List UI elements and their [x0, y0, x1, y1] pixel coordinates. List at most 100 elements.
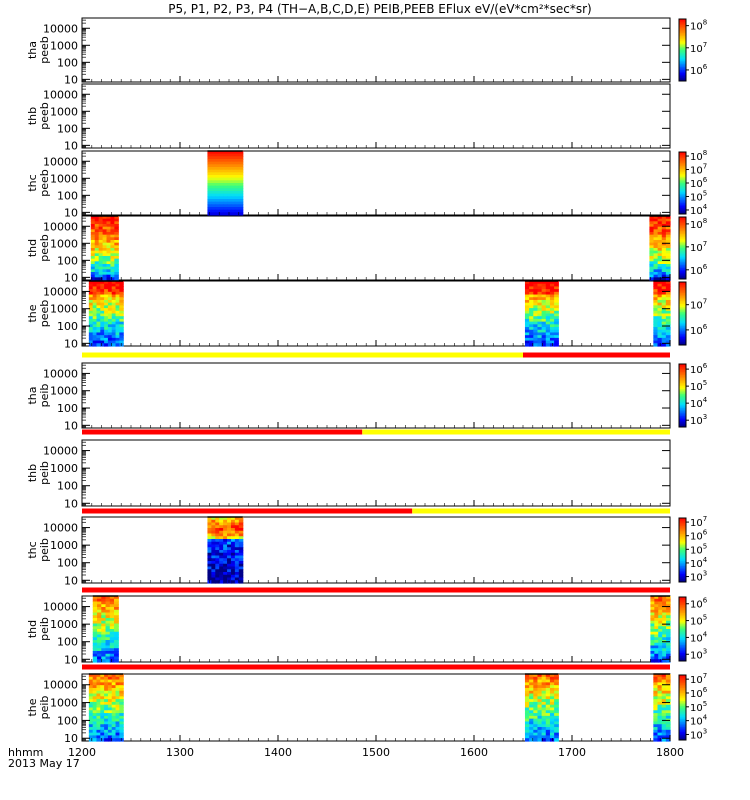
time-axis: hhmm 2013 May 17 1200 1300 1400 1500 1600 170… — [8, 746, 684, 770]
spectrogram-cell — [529, 332, 534, 336]
colorbar-swatch — [679, 272, 686, 275]
spectrogram-cell — [537, 332, 543, 336]
spectrogram-cell — [114, 648, 119, 652]
spectrogram-cell — [215, 209, 220, 213]
spectrogram-cell — [96, 327, 101, 331]
colorbar-swatch — [679, 701, 686, 704]
spectrogram-cell — [100, 687, 105, 692]
spectrogram-cell — [100, 321, 105, 325]
spectrogram-cell — [653, 337, 659, 342]
spectrogram-cell — [549, 329, 555, 334]
spectrogram-cell — [98, 224, 104, 228]
spectrogram-cell — [114, 250, 119, 254]
spectrogram-cell — [653, 335, 659, 339]
colorbar-swatch — [679, 300, 686, 303]
spectrogram-cell — [650, 637, 655, 641]
spectrogram-cell — [104, 707, 109, 711]
spectrogram-cell — [238, 544, 244, 548]
spectrogram-cell — [549, 305, 555, 309]
spectrogram-cell — [215, 161, 220, 165]
spectrogram-cell — [109, 596, 115, 600]
spectrogram-cell — [554, 704, 559, 709]
spectrogram-cell — [533, 337, 539, 342]
colorbar-swatch — [679, 271, 686, 274]
spectrogram-cell — [554, 724, 559, 728]
spectrogram-cell — [657, 693, 663, 697]
colorbar-tick-label: 108 — [690, 19, 707, 33]
spectrogram-cell — [541, 340, 547, 344]
spectrogram-cell — [119, 679, 124, 683]
spectrogram-cell — [649, 250, 655, 254]
spectrogram-cell — [96, 332, 101, 336]
spectrogram-cell — [524, 721, 530, 725]
spectrogram-cell — [238, 204, 244, 208]
spectrogram-cell — [549, 676, 555, 681]
spectrogram-cell — [554, 321, 559, 325]
spectrogram-cell — [549, 308, 555, 312]
spectrogram-cell — [654, 648, 659, 652]
colorbar-swatch — [679, 53, 686, 56]
colorbar-tick-label: 106 — [690, 597, 708, 611]
spectrogram-cell — [111, 302, 117, 306]
spectrogram-cell — [98, 272, 104, 276]
spectrogram-cell — [119, 685, 124, 689]
spectrogram-cell — [665, 272, 671, 276]
colorbar-swatch — [679, 307, 686, 310]
spectrogram-cell — [666, 637, 671, 641]
colorbar-swatch — [679, 181, 686, 184]
spectrogram-cell — [211, 569, 216, 573]
spectrogram-cell — [533, 679, 539, 683]
spectrogram-cell — [657, 696, 663, 700]
spectrogram-cell — [100, 335, 105, 339]
spectrogram-cell — [230, 552, 236, 557]
spectrogram-cell — [230, 558, 236, 562]
spectrogram-cell — [90, 232, 96, 236]
spectrogram-cell — [653, 343, 659, 347]
y-tick-label: 100 — [57, 189, 78, 202]
spectrogram-cell — [107, 690, 113, 695]
spectrogram-cell — [545, 308, 551, 312]
spectrogram-segment — [653, 280, 671, 347]
spectrogram-cell — [107, 313, 113, 317]
colorbar-swatch — [679, 629, 686, 632]
spectrogram-cell — [665, 310, 671, 315]
colorbar-swatch — [679, 638, 686, 641]
colorbar-swatch — [679, 696, 686, 699]
spectrogram-cell — [90, 226, 96, 230]
spectrogram-cell — [554, 676, 559, 681]
spectrogram-cell — [104, 679, 109, 683]
mode-bar-segment — [82, 429, 363, 435]
spectrogram-cell — [98, 266, 104, 270]
spectrogram-cell — [115, 327, 120, 331]
spectrogram-cell — [541, 291, 547, 296]
colorbar-swatch — [679, 43, 686, 46]
spectrogram-cell — [211, 156, 216, 160]
colorbar-swatch — [679, 326, 686, 329]
colorbar-swatch — [679, 566, 686, 569]
spectrogram-cell — [230, 167, 236, 171]
spectrogram-cell — [106, 232, 112, 236]
spectrogram-cell — [98, 221, 104, 225]
spectrogram-cell — [114, 264, 119, 268]
spectrogram-cell — [653, 682, 659, 686]
spectrogram-cell — [537, 318, 543, 323]
spectrogram-cell — [653, 324, 659, 328]
spectrogram-cell — [529, 696, 534, 700]
spectrogram-cell — [537, 286, 543, 290]
spectrogram-cell — [109, 659, 115, 663]
spectrogram-cell — [524, 291, 530, 296]
spectrogram-cell — [230, 175, 236, 179]
spectrogram-cell — [238, 212, 244, 216]
spectrogram-cell — [653, 305, 659, 309]
spectrogram-cell — [114, 598, 119, 603]
spectrogram-cell — [234, 180, 240, 184]
spectrogram-cell — [230, 209, 236, 213]
y-tick-label: 10000 — [43, 601, 78, 614]
spectrogram-cell — [227, 519, 232, 524]
spectrogram-cell — [238, 528, 244, 532]
spectrogram-cell — [657, 269, 663, 273]
spectrogram-cell — [658, 629, 663, 633]
spectrogram-cell — [88, 687, 94, 692]
colorbar-swatch — [679, 712, 686, 715]
spectrogram-cell — [219, 525, 224, 529]
